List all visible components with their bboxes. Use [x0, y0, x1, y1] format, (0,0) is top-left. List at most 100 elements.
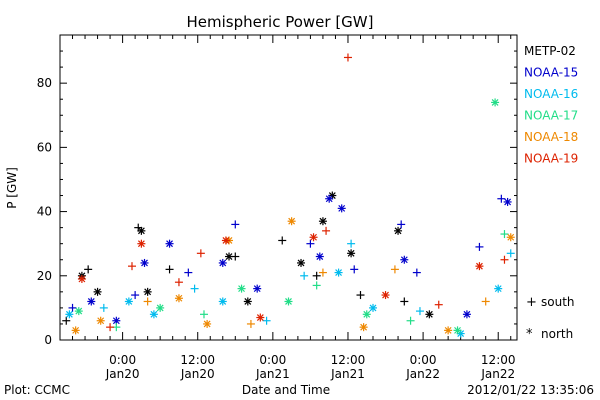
x-tick-label-time: 12:00 — [481, 353, 516, 367]
data-point-south — [390, 265, 399, 274]
y-axis-ticks: 0 20 40 60 80 — [37, 50, 517, 347]
data-point-south — [131, 291, 140, 300]
legend-entry: NOAA-17 — [524, 109, 578, 123]
y-tick-label: 0 — [44, 333, 52, 347]
x-tick-label-date: Jan21 — [255, 367, 290, 381]
x-tick-label-date: Jan20 — [180, 367, 215, 381]
data-point-south — [347, 239, 356, 248]
legend-entry: METP-02 — [524, 44, 576, 58]
data-point-north — [225, 252, 234, 261]
data-point-north — [256, 313, 265, 322]
data-point-south — [165, 265, 174, 274]
data-point-south — [318, 268, 327, 277]
x-axis-ticks: 0:00Jan2012:00Jan200:00Jan2112:00Jan210:… — [59, 35, 516, 381]
legend-entry: NOAA-15 — [524, 66, 578, 80]
data-point-north — [347, 249, 356, 258]
footer-timestamp: 2012/01/22 13:35:06 — [467, 383, 594, 397]
x-tick-label-time: 0:00 — [259, 353, 286, 367]
data-point-north — [503, 197, 512, 206]
data-point-south — [68, 303, 77, 312]
x-tick-label-time: 0:00 — [109, 353, 136, 367]
x-tick-label-time: 12:00 — [180, 353, 215, 367]
data-point-south — [174, 278, 183, 287]
data-point-north — [494, 284, 503, 293]
data-point-south — [312, 281, 321, 290]
x-tick-label-time: 0:00 — [410, 353, 437, 367]
data-point-south — [312, 271, 321, 280]
data-point-north — [444, 326, 453, 335]
y-tick-label: 20 — [37, 269, 52, 283]
data-point-north — [394, 226, 403, 235]
data-point-north — [156, 303, 165, 312]
data-point-south — [84, 265, 93, 274]
footer-credit: Plot: CCMC — [4, 383, 70, 397]
data-point-north — [425, 310, 434, 319]
data-point-north — [475, 262, 484, 271]
data-point-south — [184, 268, 193, 277]
data-point-north — [253, 284, 262, 293]
data-point-north — [381, 291, 390, 300]
data-point-north — [237, 284, 246, 293]
data-point-north — [491, 98, 500, 107]
data-point-south — [343, 53, 352, 62]
data-point-north — [334, 268, 343, 277]
data-point-south — [397, 220, 406, 229]
data-point-north — [315, 252, 324, 261]
x-tick-label-time: 12:00 — [331, 353, 366, 367]
data-point-north — [506, 233, 515, 242]
data-point-north — [325, 194, 334, 203]
marker-legend-symbol: + — [526, 295, 537, 310]
data-point-north — [96, 316, 105, 325]
data-point-north — [221, 236, 230, 245]
data-point-north — [174, 294, 183, 303]
data-points — [62, 53, 515, 338]
data-point-north — [218, 297, 227, 306]
data-point-south — [412, 268, 421, 277]
plot-frame — [59, 34, 518, 341]
data-point-south — [434, 300, 443, 309]
data-point-south — [506, 249, 515, 258]
data-point-north — [400, 255, 409, 264]
data-point-north — [203, 319, 212, 328]
data-point-north — [65, 310, 74, 319]
data-point-north — [369, 303, 378, 312]
data-point-north — [149, 310, 158, 319]
data-point-south — [497, 194, 506, 203]
data-point-south — [278, 236, 287, 245]
data-point-north — [87, 297, 96, 306]
data-point-north — [337, 204, 346, 213]
marker-legend: + south * north — [526, 295, 575, 342]
data-point-north — [309, 233, 318, 242]
x-tick-label-date: Jan22 — [405, 367, 440, 381]
y-tick-label: 80 — [37, 76, 52, 90]
chart-title: Hemispheric Power [GW] — [187, 13, 374, 31]
data-point-north — [362, 310, 371, 319]
data-point-south — [481, 297, 490, 306]
data-point-north — [93, 287, 102, 296]
data-point-south — [231, 252, 240, 261]
data-point-south — [231, 220, 240, 229]
legend-entry: NOAA-19 — [524, 152, 578, 166]
data-point-south — [300, 271, 309, 280]
data-point-south — [106, 323, 115, 332]
data-point-north — [284, 297, 293, 306]
data-point-north — [462, 310, 471, 319]
data-point-south — [306, 239, 315, 248]
y-tick-label: 40 — [37, 205, 52, 219]
data-point-south — [415, 307, 424, 316]
data-point-south — [190, 284, 199, 293]
x-tick-label-date: Jan20 — [105, 367, 140, 381]
data-point-south — [350, 265, 359, 274]
y-tick-label: 60 — [37, 140, 52, 154]
data-point-north — [140, 258, 149, 267]
data-point-south — [246, 319, 255, 328]
data-point-south — [356, 291, 365, 300]
data-point-south — [475, 242, 484, 251]
data-point-north — [165, 239, 174, 248]
data-point-south — [62, 316, 71, 325]
data-point-south — [143, 297, 152, 306]
data-point-south — [500, 230, 509, 239]
x-tick-label-date: Jan22 — [480, 367, 515, 381]
legend-entry: NOAA-16 — [524, 87, 578, 101]
data-point-north — [453, 326, 462, 335]
